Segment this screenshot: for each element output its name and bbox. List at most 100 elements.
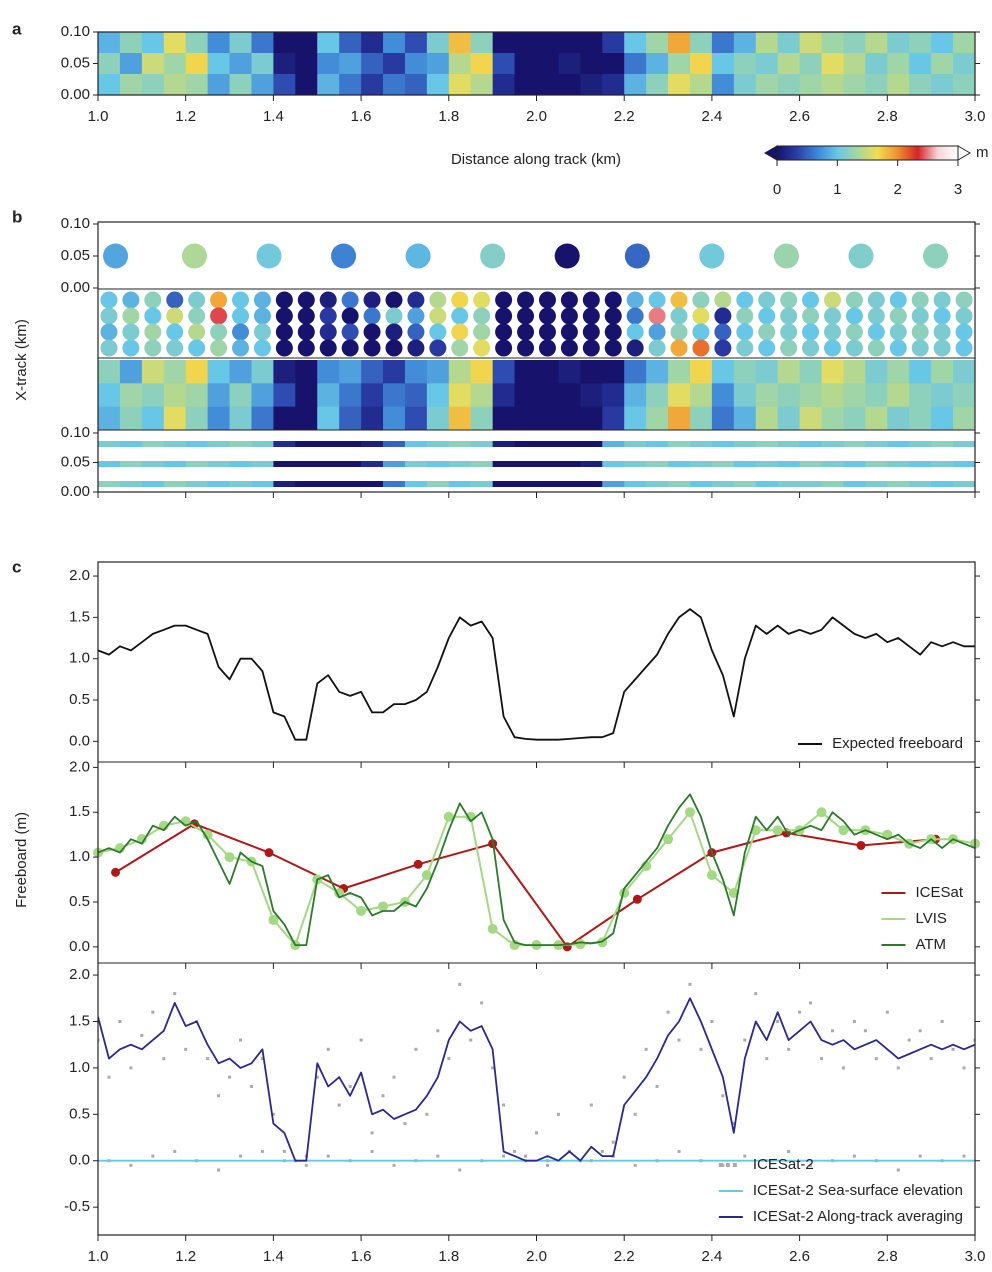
scatter-point [809, 1163, 813, 1167]
icesat2-beam [317, 461, 340, 467]
legend-label: ATM [915, 936, 946, 953]
series-marker [224, 852, 235, 863]
y-tick-label: 0.00 [61, 86, 90, 103]
icesat2-beam [404, 461, 428, 467]
lvis-footprint [253, 307, 271, 325]
atm-cell [470, 406, 494, 431]
heat-cell [317, 32, 340, 54]
atm-cell [668, 406, 691, 431]
lvis-footprint [780, 307, 798, 325]
icesat-footprint [923, 243, 949, 269]
y-tick-label: 0.5 [69, 1105, 90, 1122]
lvis-footprint [275, 291, 293, 309]
series-marker [413, 859, 423, 869]
lvis-footprint [626, 291, 644, 309]
atm-cell [383, 383, 406, 408]
scatter-point [249, 1084, 253, 1088]
icesat2-beam [404, 441, 428, 447]
atm-cell [141, 360, 165, 384]
icesat2-beam [821, 441, 844, 447]
icesat2-beam [163, 461, 187, 467]
scatter-point [458, 1168, 462, 1172]
lvis-footprint [582, 323, 600, 341]
lvis-footprint [955, 307, 973, 325]
atm-cell [580, 383, 603, 408]
atm-cell [207, 383, 231, 408]
heat-cell [953, 53, 976, 75]
heat-cell [295, 32, 318, 54]
icesat2-beam [558, 461, 581, 467]
icesat2-beam [953, 441, 976, 447]
atm-cell [711, 383, 735, 408]
lvis-footprint [823, 323, 841, 341]
lvis-footprint [692, 323, 710, 341]
heat-cell [361, 53, 384, 75]
lvis-footprint [758, 323, 776, 341]
icesat2-beam [426, 461, 450, 467]
icesat2-beam [339, 481, 362, 487]
heat-cell [229, 74, 252, 96]
scatter-point [918, 1154, 922, 1158]
lvis-footprint [100, 291, 118, 309]
icesat2-beam [624, 461, 647, 467]
atm-cell [251, 383, 274, 408]
x-tick-label: 3.0 [965, 108, 986, 125]
heat-cell [514, 53, 537, 75]
atm-cell [602, 360, 625, 384]
heat-cell [141, 74, 165, 96]
series-marker [575, 939, 586, 950]
series-marker [772, 825, 783, 836]
heat-cell [558, 53, 581, 75]
heat-cell [887, 74, 910, 96]
lvis-footprint [560, 339, 578, 357]
heat-cell [295, 53, 318, 75]
atm-cell [229, 360, 252, 384]
scatter-point [239, 1038, 243, 1042]
heat-cell [470, 32, 494, 54]
y-tick-label: 0.00 [61, 483, 90, 500]
y-axis-label: X-track (km) [13, 319, 30, 401]
heat-cell [711, 32, 735, 54]
series-marker [443, 811, 454, 822]
heat-cell [799, 53, 823, 75]
x-tick-label: 2.6 [789, 1248, 810, 1265]
scatter-point [776, 1019, 780, 1023]
atm-cell [755, 406, 779, 431]
lvis-footprint [911, 339, 929, 357]
lvis-footprint [232, 323, 250, 341]
lvis-footprint [648, 307, 666, 325]
lvis-footprint [451, 291, 469, 309]
lvis-footprint [758, 339, 776, 357]
icesat2-beam [624, 441, 647, 447]
lvis-footprint [275, 339, 293, 357]
icesat2-beam [733, 481, 757, 487]
atm-cell [646, 360, 669, 384]
atm-cell [251, 406, 274, 431]
heat-cell [317, 53, 340, 75]
icesat2-beam [98, 481, 121, 487]
colorbar-tick-label: 1 [833, 181, 841, 198]
icesat2-beam [646, 461, 669, 467]
atm-cell [843, 383, 866, 408]
lvis-footprint [341, 339, 359, 357]
scatter-point [315, 1075, 319, 1079]
icesat2-beam [383, 441, 406, 447]
panel-letter: b [12, 207, 22, 226]
lvis-footprint [451, 323, 469, 341]
icesat-footprint [554, 243, 580, 269]
scatter-point [370, 1131, 374, 1135]
y-tick-label: 0.10 [61, 215, 90, 232]
scatter-point [282, 1149, 286, 1153]
atm-cell [119, 360, 143, 384]
heat-cell [207, 32, 231, 54]
scatter-point [271, 1112, 275, 1116]
lvis-footprint [889, 307, 907, 325]
heat-cell [536, 32, 559, 54]
scatter-point [217, 1094, 221, 1098]
series-marker [136, 834, 147, 845]
heat-cell [295, 74, 318, 96]
heat-cell [777, 53, 801, 75]
scatter-point [699, 1047, 703, 1051]
icesat2-beam [492, 441, 516, 447]
scatter-point [787, 1149, 791, 1153]
